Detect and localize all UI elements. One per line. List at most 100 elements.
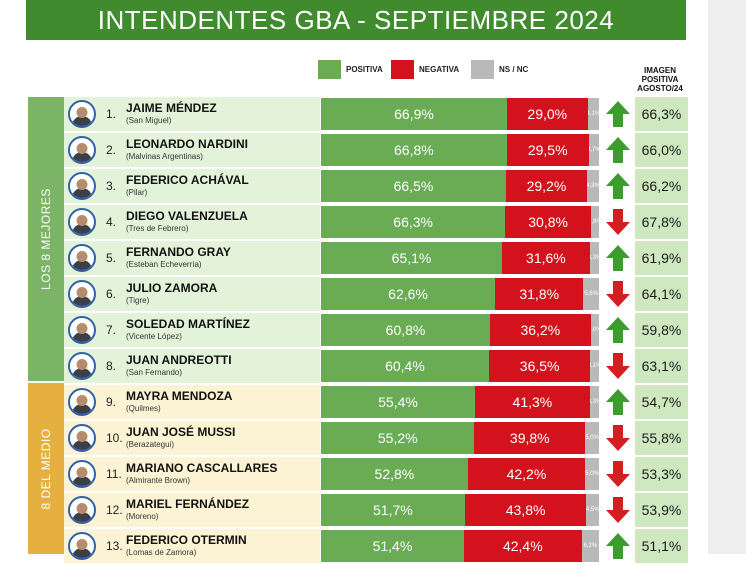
avatar (68, 136, 96, 164)
avatar (68, 280, 96, 308)
avatar-head (76, 431, 88, 442)
avatar (68, 424, 96, 452)
table-row: 1. JAIME MÉNDEZ(San Miguel) 66,9%29,0%4,1%… (64, 97, 694, 133)
rank-number: 9. (106, 395, 117, 409)
mayor-municipality: (Almirante Brown) (126, 476, 191, 485)
stacked-bar: 62,6% 31,8% 5,6% (321, 278, 599, 310)
rank-number: 5. (106, 251, 117, 265)
rank-number: 6. (106, 287, 117, 301)
avatar (68, 244, 96, 272)
avatar-body (72, 260, 92, 270)
avatar-body (72, 224, 92, 234)
image-previous-value: 66,0% (635, 133, 688, 167)
bar-nsnc: 4,3% (587, 170, 599, 202)
mayor-name: JUAN ANDREOTTI (126, 353, 232, 367)
section-top-8-label: LOS 8 MEJORES (39, 188, 53, 290)
avatar-head (76, 251, 88, 262)
avatar (68, 316, 96, 344)
image-previous-value: 54,7% (635, 385, 688, 419)
avatar (68, 172, 96, 200)
avatar-body (72, 404, 92, 414)
mayor-info: 1. JAIME MÉNDEZ (San Miguel) (64, 97, 320, 131)
stacked-bar: 51,4% 42,4% 6,2% (321, 530, 599, 562)
legend-nsnc-swatch (471, 59, 494, 79)
bar-positive: 66,3% (321, 206, 506, 238)
arrow-up-icon (605, 244, 631, 272)
rank-number: 2. (106, 143, 117, 157)
image-header-line-1: IMAGEN (644, 66, 676, 75)
mayor-info: 8. JUAN ANDREOTTI (San Fernando) (64, 349, 320, 383)
table-row: 5. FERNANDO GRAY (Esteban Echeverría) 65,1%… (64, 241, 694, 277)
image-header-line-2: POSITIVA (641, 75, 679, 84)
bar-nsnc: 3,7% (588, 134, 599, 166)
avatar-head (76, 467, 88, 478)
bar-positive: 52,8% (321, 458, 468, 490)
stacked-bar: 51,7% 43,8% 4,5% (321, 494, 599, 526)
stacked-bar: 66,9%29,0%4,1% (321, 98, 599, 130)
section-top-8: LOS 8 MEJORES (28, 97, 64, 381)
arrow-up-icon (605, 316, 631, 344)
bar-positive: 60,8% (321, 314, 491, 346)
avatar-body (72, 296, 92, 306)
image-previous-value: 67,8% (635, 205, 688, 239)
bar-nsnc: 3,0% (590, 314, 599, 346)
legend-positive-swatch (318, 59, 341, 79)
rank-number: 8. (106, 359, 117, 373)
bar-negative: 42,2% (467, 458, 586, 490)
bar-positive: 51,4% (321, 530, 464, 562)
avatar-body (72, 332, 92, 342)
bar-positive: 66,8% (321, 134, 507, 166)
rank-number: 4. (106, 215, 117, 229)
right-edge-panel (708, 0, 746, 554)
stacked-bar: 52,8% 42,2% 5,0% (321, 458, 599, 490)
mayor-municipality: (Berazategui) (126, 440, 175, 449)
ranking-table: 1. JAIME MÉNDEZ(San Miguel) 66,9%29,0%4,1%… (64, 97, 694, 565)
bar-nsnc: 5,6% (583, 278, 599, 310)
mayor-name: JAIME MÉNDEZ (126, 101, 217, 115)
mayor-municipality: (Malvinas Argentinas) (126, 152, 203, 161)
bar-positive: 65,1% (321, 242, 502, 274)
bar-negative: 36,5% (488, 350, 591, 382)
image-previous-value: 59,8% (635, 313, 688, 347)
mayor-info: 4. DIEGO VALENZUELA (Tres de Febrero) (64, 205, 320, 239)
bar-negative: 31,8% (495, 278, 584, 310)
stacked-bar: 55,4%41,3%3,3% (321, 386, 599, 418)
bar-negative: 29,5% (506, 134, 589, 166)
bar-nsnc: 5,0% (585, 422, 599, 454)
mayor-info: 12. MARIEL FERNÁNDEZ (Moreno) (64, 493, 320, 527)
rank-number: 13. (106, 539, 123, 553)
bar-negative: 31,6% (501, 242, 590, 274)
legend-nsnc: NS / NC (471, 59, 528, 79)
bar-nsnc: 2,9% (590, 206, 599, 238)
bar-positive: 51,7% (321, 494, 465, 526)
bar-negative: 43,8% (464, 494, 587, 526)
mayor-info: 3. FEDERICO ACHÁVAL (Pilar) (64, 169, 320, 203)
arrow-down-icon (605, 280, 631, 308)
arrow-down-icon (605, 424, 631, 452)
stacked-bar: 65,1%31,6%3,3% (321, 242, 599, 274)
mayor-name: DIEGO VALENZUELA (126, 209, 248, 223)
mayor-info: 7. SOLEDAD MARTÍNEZ (Vicente López) (64, 313, 320, 347)
bar-nsnc: 4,1% (587, 98, 599, 130)
page-title: INTENDENTES GBA - SEPTIEMBRE 2024 (26, 0, 686, 40)
legend-positive: POSITIVA (318, 59, 383, 79)
image-previous-value: 53,9% (635, 493, 688, 527)
legend-positive-label: POSITIVA (346, 64, 383, 74)
bar-positive: 66,5% (321, 170, 506, 202)
avatar-body (72, 548, 92, 558)
avatar (68, 388, 96, 416)
bar-negative: 39,8% (474, 422, 586, 454)
mayor-name: JUAN JOSÉ MUSSI (126, 425, 236, 439)
arrow-up-icon (605, 100, 631, 128)
table-row: 8. JUAN ANDREOTTI (San Fernando) 60,4% 36,5%… (64, 349, 694, 385)
mayor-municipality: (Pilar) (126, 188, 148, 197)
avatar-head (76, 143, 88, 154)
image-previous-value: 63,1% (635, 349, 688, 383)
table-row: 12. MARIEL FERNÁNDEZ (Moreno) 51,7% 43,8% 4,5… (64, 493, 694, 529)
stacked-bar: 60,8%36,2%3,0% (321, 314, 599, 346)
image-previous-value: 64,1% (635, 277, 688, 311)
mayor-municipality: (Quilmes) (126, 404, 161, 413)
rank-number: 3. (106, 179, 117, 193)
avatar (68, 496, 96, 524)
bar-positive: 55,2% (321, 422, 475, 454)
